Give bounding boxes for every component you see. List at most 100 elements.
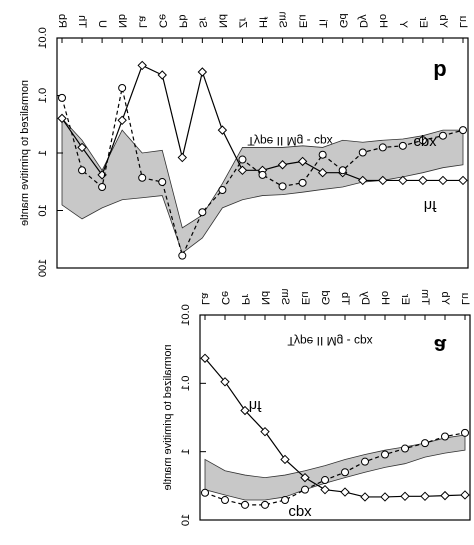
x-tick-label: Pb (176, 15, 188, 28)
circle-marker (441, 432, 449, 441)
plot-frame (199, 314, 471, 521)
circle-marker (398, 141, 407, 150)
diamond-marker (317, 167, 328, 178)
x-tick-label: Ti (317, 19, 329, 28)
circle-marker (241, 500, 249, 509)
circle-marker (358, 148, 367, 157)
circle-marker (201, 488, 209, 497)
x-tick-label: Ce (219, 291, 231, 305)
y-tick-label: 0.1 (37, 88, 49, 103)
circle-marker (418, 136, 427, 145)
series-label: cpx (288, 504, 312, 521)
x-tick-label: Th (76, 15, 88, 28)
x-tick-label: Nd (216, 14, 228, 28)
band-label: Type II Mg - cpx (247, 134, 332, 148)
diamond-marker (340, 487, 350, 497)
diamond-marker (260, 426, 270, 437)
y-tick-label: 1 (180, 449, 192, 455)
circle-marker (321, 476, 329, 485)
diamond-marker (440, 490, 450, 501)
circle-marker (421, 439, 429, 448)
x-tick-label: Yb (437, 15, 449, 28)
x-tick-label: Dy (359, 291, 371, 305)
x-tick-label: Eu (297, 15, 309, 28)
x-tick-label: Ce (156, 14, 168, 28)
diamond-marker (358, 175, 368, 186)
x-tick-label: Er (399, 294, 411, 305)
circle-marker (301, 485, 309, 494)
circle-marker (341, 468, 349, 477)
y-tick-label: 100 (37, 259, 49, 277)
y-axis-title: normalized to primitive mantle (19, 80, 31, 226)
circle-marker (238, 155, 247, 164)
diamond-marker (200, 353, 210, 363)
x-tick-label: Dy (357, 14, 369, 28)
x-tick-label: Ho (377, 14, 389, 28)
x-tick-label: Zr (237, 17, 249, 28)
x-tick-label: La (199, 292, 211, 305)
diamond-marker (438, 175, 448, 186)
circle-marker (198, 208, 207, 217)
diamond-marker (137, 60, 147, 71)
diamond-marker (458, 175, 468, 186)
x-tick-label: La (136, 15, 148, 28)
panel-label: b (433, 59, 446, 84)
y-tick-label: 10 (180, 514, 192, 526)
x-tick-label: Nb (116, 14, 128, 28)
circle-marker (381, 450, 389, 459)
x-tick-label: Gd (319, 290, 331, 305)
x-tick-label: Sm (279, 289, 291, 306)
x-tick-label: Ho (379, 291, 391, 305)
y-tick-label: 0.1 (180, 376, 192, 391)
diamond-marker (460, 490, 470, 500)
diamond-marker (220, 377, 230, 387)
series-line (61, 87, 464, 258)
diamond-marker (177, 152, 188, 163)
y-axis-title: normalized to primitive mantle (162, 344, 174, 490)
circle-marker (78, 166, 87, 175)
y-tick-label: 0.01 (180, 304, 192, 325)
diamond-marker (277, 160, 288, 170)
y-tick-label: 10 (37, 204, 49, 216)
diamond-marker (300, 472, 310, 483)
diamond-marker (237, 165, 248, 176)
x-tick-label: Sm (277, 12, 289, 29)
diamond-marker (418, 175, 428, 186)
circle-marker (318, 150, 327, 159)
x-tick-label: Eu (299, 292, 311, 305)
x-tick-label: Yb (439, 292, 451, 305)
diamond-marker (240, 405, 250, 416)
diamond-marker (297, 156, 308, 167)
circle-marker (118, 83, 127, 92)
panel-label: a (434, 334, 447, 359)
circle-marker (298, 178, 307, 187)
circle-marker (218, 185, 227, 194)
x-tick-label: Nd (259, 291, 271, 305)
x-tick-label: Tb (339, 292, 351, 305)
flipped-figure: 0.01 0.1 1 10 100 normalized to primitive man… (19, 12, 471, 527)
circle-marker (438, 131, 447, 140)
x-tick-label: Tm (419, 289, 431, 305)
y-tick-label: 1 (37, 150, 49, 156)
circle-marker (138, 173, 147, 182)
diamond-marker (360, 492, 370, 502)
diamond-marker (380, 492, 390, 502)
circle-marker (361, 457, 369, 466)
x-tick-label: Pr (239, 294, 251, 305)
diamond-marker (400, 491, 410, 502)
circle-marker (401, 444, 409, 453)
series-label: hf (424, 197, 437, 214)
diamond-marker (280, 454, 290, 465)
x-tick-label: Y (397, 20, 409, 28)
circle-marker (178, 251, 187, 260)
circle-marker (221, 496, 229, 505)
diamond-marker (57, 113, 67, 124)
x-tick-label: U (96, 20, 108, 28)
diamond-marker (420, 491, 430, 502)
x-tick-label: Sr (196, 17, 208, 28)
x-tick-label: Rb (56, 14, 68, 28)
diamond-marker (197, 67, 208, 77)
band-label: Type II Mg - cpx (287, 334, 372, 348)
circle-marker (158, 178, 167, 187)
